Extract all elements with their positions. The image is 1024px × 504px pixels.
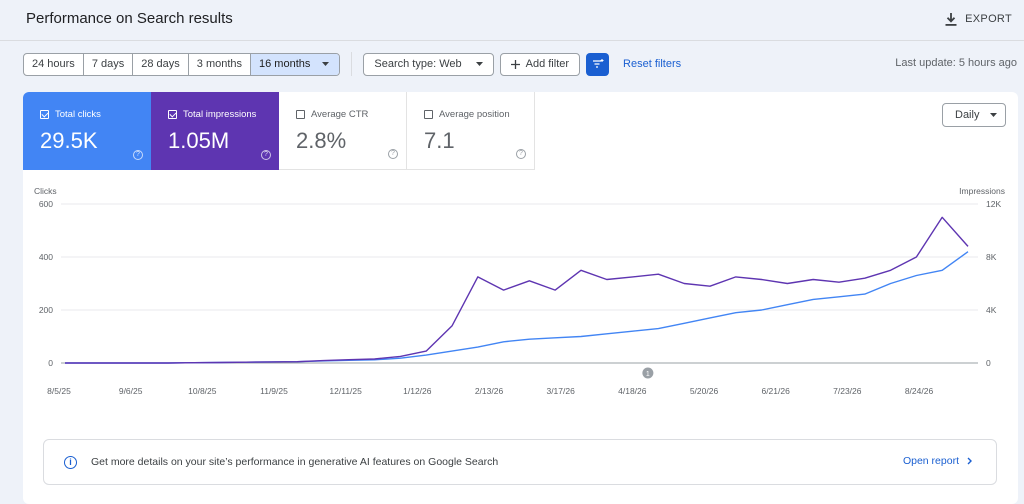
checkbox-icon[interactable] (424, 110, 433, 119)
x-axis-tick: 8/5/25 (47, 386, 71, 396)
export-button[interactable]: EXPORT (945, 8, 1012, 30)
help-icon[interactable]: ? (388, 149, 398, 159)
clicks-line (65, 251, 969, 364)
chevron-right-icon (967, 457, 972, 465)
tile-label: Total impressions (183, 109, 257, 120)
left-axis-tick: 0 (48, 358, 53, 368)
checkbox-icon[interactable] (168, 110, 177, 119)
filter-bar: 24 hours 7 days 28 days 3 months 16 mont… (23, 52, 681, 76)
tile-average-position[interactable]: Average position 7.1 ? (407, 92, 535, 170)
help-icon[interactable]: ? (261, 150, 271, 160)
range-16-months-label: 16 months (259, 57, 311, 70)
checkbox-icon[interactable] (296, 110, 305, 119)
performance-card: Total clicks 29.5K ? Total impressions 1… (23, 92, 1018, 504)
dropdown-arrow-icon (990, 113, 997, 117)
x-axis-tick: 9/6/25 (119, 386, 143, 396)
right-axis-title: Impressions (959, 186, 1005, 196)
tile-total-impressions[interactable]: Total impressions 1.05M ? (151, 92, 279, 170)
range-16-months[interactable]: 16 months (251, 53, 340, 75)
checkbox-icon[interactable] (40, 110, 49, 119)
granularity-dropdown[interactable]: Daily (942, 103, 1006, 127)
left-axis-tick: 600 (39, 199, 53, 209)
range-7-days[interactable]: 7 days (84, 53, 134, 75)
divider (351, 52, 353, 76)
x-axis-tick: 8/24/26 (905, 386, 934, 396)
info-icon: i (64, 455, 77, 469)
page-title: Performance on Search results (26, 10, 233, 27)
x-axis-tick: 7/23/26 (833, 386, 862, 396)
right-axis-tick: 0 (986, 358, 991, 368)
x-axis-tick: 5/20/26 (690, 386, 719, 396)
tile-label: Total clicks (55, 109, 101, 120)
tile-label: Average CTR (311, 109, 369, 120)
x-axis-tick: 1/12/26 (403, 386, 432, 396)
left-axis-title: Clicks (34, 186, 57, 196)
x-axis-tick: 6/21/26 (761, 386, 790, 396)
tile-average-ctr[interactable]: Average CTR 2.8% ? (279, 92, 407, 170)
add-filter-button[interactable]: Add filter (499, 52, 581, 76)
dropdown-arrow-icon (322, 62, 330, 66)
ai-features-banner: i Get more details on your site’s perfor… (43, 439, 997, 485)
tile-value: 2.8% (296, 128, 347, 153)
open-report-label: Open report (902, 455, 959, 467)
dropdown-arrow-icon (475, 62, 483, 66)
banner-text: Get more details on your site’s performa… (91, 456, 499, 468)
last-update-text: Last update: 5 hours ago (895, 57, 1017, 69)
range-24-hours[interactable]: 24 hours (24, 53, 84, 75)
x-axis-tick: 10/8/25 (188, 386, 217, 396)
x-axis-tick: 11/9/25 (260, 386, 288, 396)
search-type-label: Search type: Web (374, 58, 462, 70)
x-axis-tick: 3/17/26 (546, 386, 575, 396)
metric-tiles: Total clicks 29.5K ? Total impressions 1… (23, 92, 535, 170)
open-report-link[interactable]: Open report (903, 455, 972, 467)
range-28-days[interactable]: 28 days (133, 53, 189, 75)
help-icon[interactable]: ? (516, 149, 526, 159)
annotation-marker (642, 367, 654, 379)
right-axis-tick: 8K (986, 252, 997, 262)
impressions-line (65, 216, 969, 364)
export-label: EXPORT (965, 13, 1012, 25)
x-axis-tick: 12/11/25 (329, 386, 362, 396)
right-axis-tick: 4K (986, 305, 997, 315)
date-range-selector: 24 hours 7 days 28 days 3 months 16 mont… (23, 52, 341, 76)
filter-list-icon (592, 59, 604, 68)
left-axis-tick: 200 (39, 305, 53, 315)
tile-value: 1.05M (168, 128, 230, 153)
plus-icon (510, 59, 520, 69)
range-3-months[interactable]: 3 months (189, 53, 252, 75)
tile-label: Average position (439, 109, 510, 120)
left-axis-tick: 400 (39, 252, 53, 262)
x-axis-tick: 4/18/26 (618, 386, 647, 396)
performance-chart: Clicks Impressions 0 0 200 4K 400 8K 600 12K 8/… (34, 186, 1005, 396)
reset-filters-link[interactable]: Reset filters (623, 58, 682, 70)
filter-settings-button[interactable] (586, 52, 610, 76)
tile-value: 7.1 (424, 128, 455, 153)
granularity-label: Daily (955, 109, 980, 121)
help-icon[interactable]: ? (133, 150, 143, 160)
tile-value: 29.5K (40, 128, 98, 153)
tile-total-clicks[interactable]: Total clicks 29.5K ? (23, 92, 151, 170)
add-filter-label: Add filter (525, 58, 570, 70)
right-axis-tick: 12K (986, 199, 1001, 209)
download-icon (945, 12, 957, 26)
x-axis-tick: 2/13/26 (475, 386, 504, 396)
top-bar: Performance on Search results EXPORT (0, 0, 1024, 41)
annotation-label: 1 (646, 371, 650, 378)
search-type-dropdown[interactable]: Search type: Web (363, 52, 494, 76)
